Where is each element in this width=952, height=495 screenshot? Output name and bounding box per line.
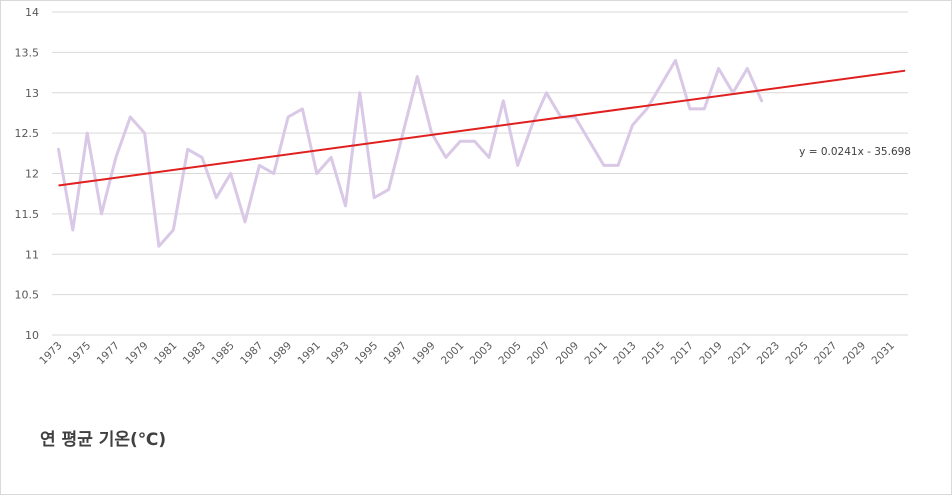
series-group xyxy=(57,58,764,248)
x-tick-label: 2005 xyxy=(496,340,523,367)
y-tick-label: 13 xyxy=(25,87,39,100)
x-tick-label: 2029 xyxy=(841,340,868,367)
y-axis-ticks: 10 10.5 11 11.5 12 12.5 13 13.5 14 xyxy=(15,6,40,342)
x-tick-label: 1981 xyxy=(152,340,179,367)
x-tick-label: 2023 xyxy=(755,340,782,367)
y-tick-label: 10.5 xyxy=(15,289,40,302)
x-tick-label: 2019 xyxy=(697,340,724,367)
x-tick-label: 2025 xyxy=(783,340,810,367)
y-tick-label: 11.5 xyxy=(15,208,40,221)
x-tick-label: 2007 xyxy=(525,340,552,367)
y-tick-label: 12.5 xyxy=(15,127,40,140)
y-tick-label: 13.5 xyxy=(15,46,40,59)
y-tick-label: 14 xyxy=(25,6,39,19)
x-tick-label: 1999 xyxy=(410,340,437,367)
x-tick-label: 2011 xyxy=(583,340,610,367)
x-tick-label: 1993 xyxy=(324,340,351,367)
chart-title: 연 평균 기온(℃) xyxy=(40,430,167,450)
x-tick-label: 2013 xyxy=(611,340,638,367)
x-tick-label: 1997 xyxy=(382,340,409,367)
x-tick-label: 1995 xyxy=(353,340,380,367)
x-tick-label: 2001 xyxy=(439,340,466,367)
x-tick-label: 2009 xyxy=(554,340,581,367)
x-axis-ticks: 1973 1975 1977 1979 1981 1983 1985 1987 1989 1991… xyxy=(37,340,897,367)
trendline-equation-label: y = 0.0241x - 35.698 xyxy=(799,146,911,158)
gridlines xyxy=(52,11,908,336)
trendline-group: y = 0.0241x - 35.698 xyxy=(58,69,911,187)
y-tick-label: 10 xyxy=(25,329,39,342)
trendline xyxy=(58,69,906,187)
x-tick-label: 2017 xyxy=(669,340,696,367)
x-tick-label: 1983 xyxy=(181,340,208,367)
x-tick-label: 2027 xyxy=(812,340,839,367)
x-tick-label: 1987 xyxy=(238,340,265,367)
series-line xyxy=(57,58,764,248)
x-tick-label: 2003 xyxy=(468,340,495,367)
x-tick-label: 1979 xyxy=(123,340,150,367)
x-tick-label: 2021 xyxy=(726,340,753,367)
y-tick-label: 11 xyxy=(25,248,39,261)
x-tick-label: 1989 xyxy=(267,340,294,367)
y-tick-label: 12 xyxy=(25,168,39,181)
x-tick-label: 1973 xyxy=(37,340,64,367)
x-tick-label: 1985 xyxy=(209,340,236,367)
x-tick-label: 2015 xyxy=(640,340,667,367)
x-tick-label: 1975 xyxy=(66,340,93,367)
x-tick-label: 2031 xyxy=(870,340,897,367)
x-tick-label: 1977 xyxy=(95,340,122,367)
x-tick-label: 1991 xyxy=(296,340,323,367)
